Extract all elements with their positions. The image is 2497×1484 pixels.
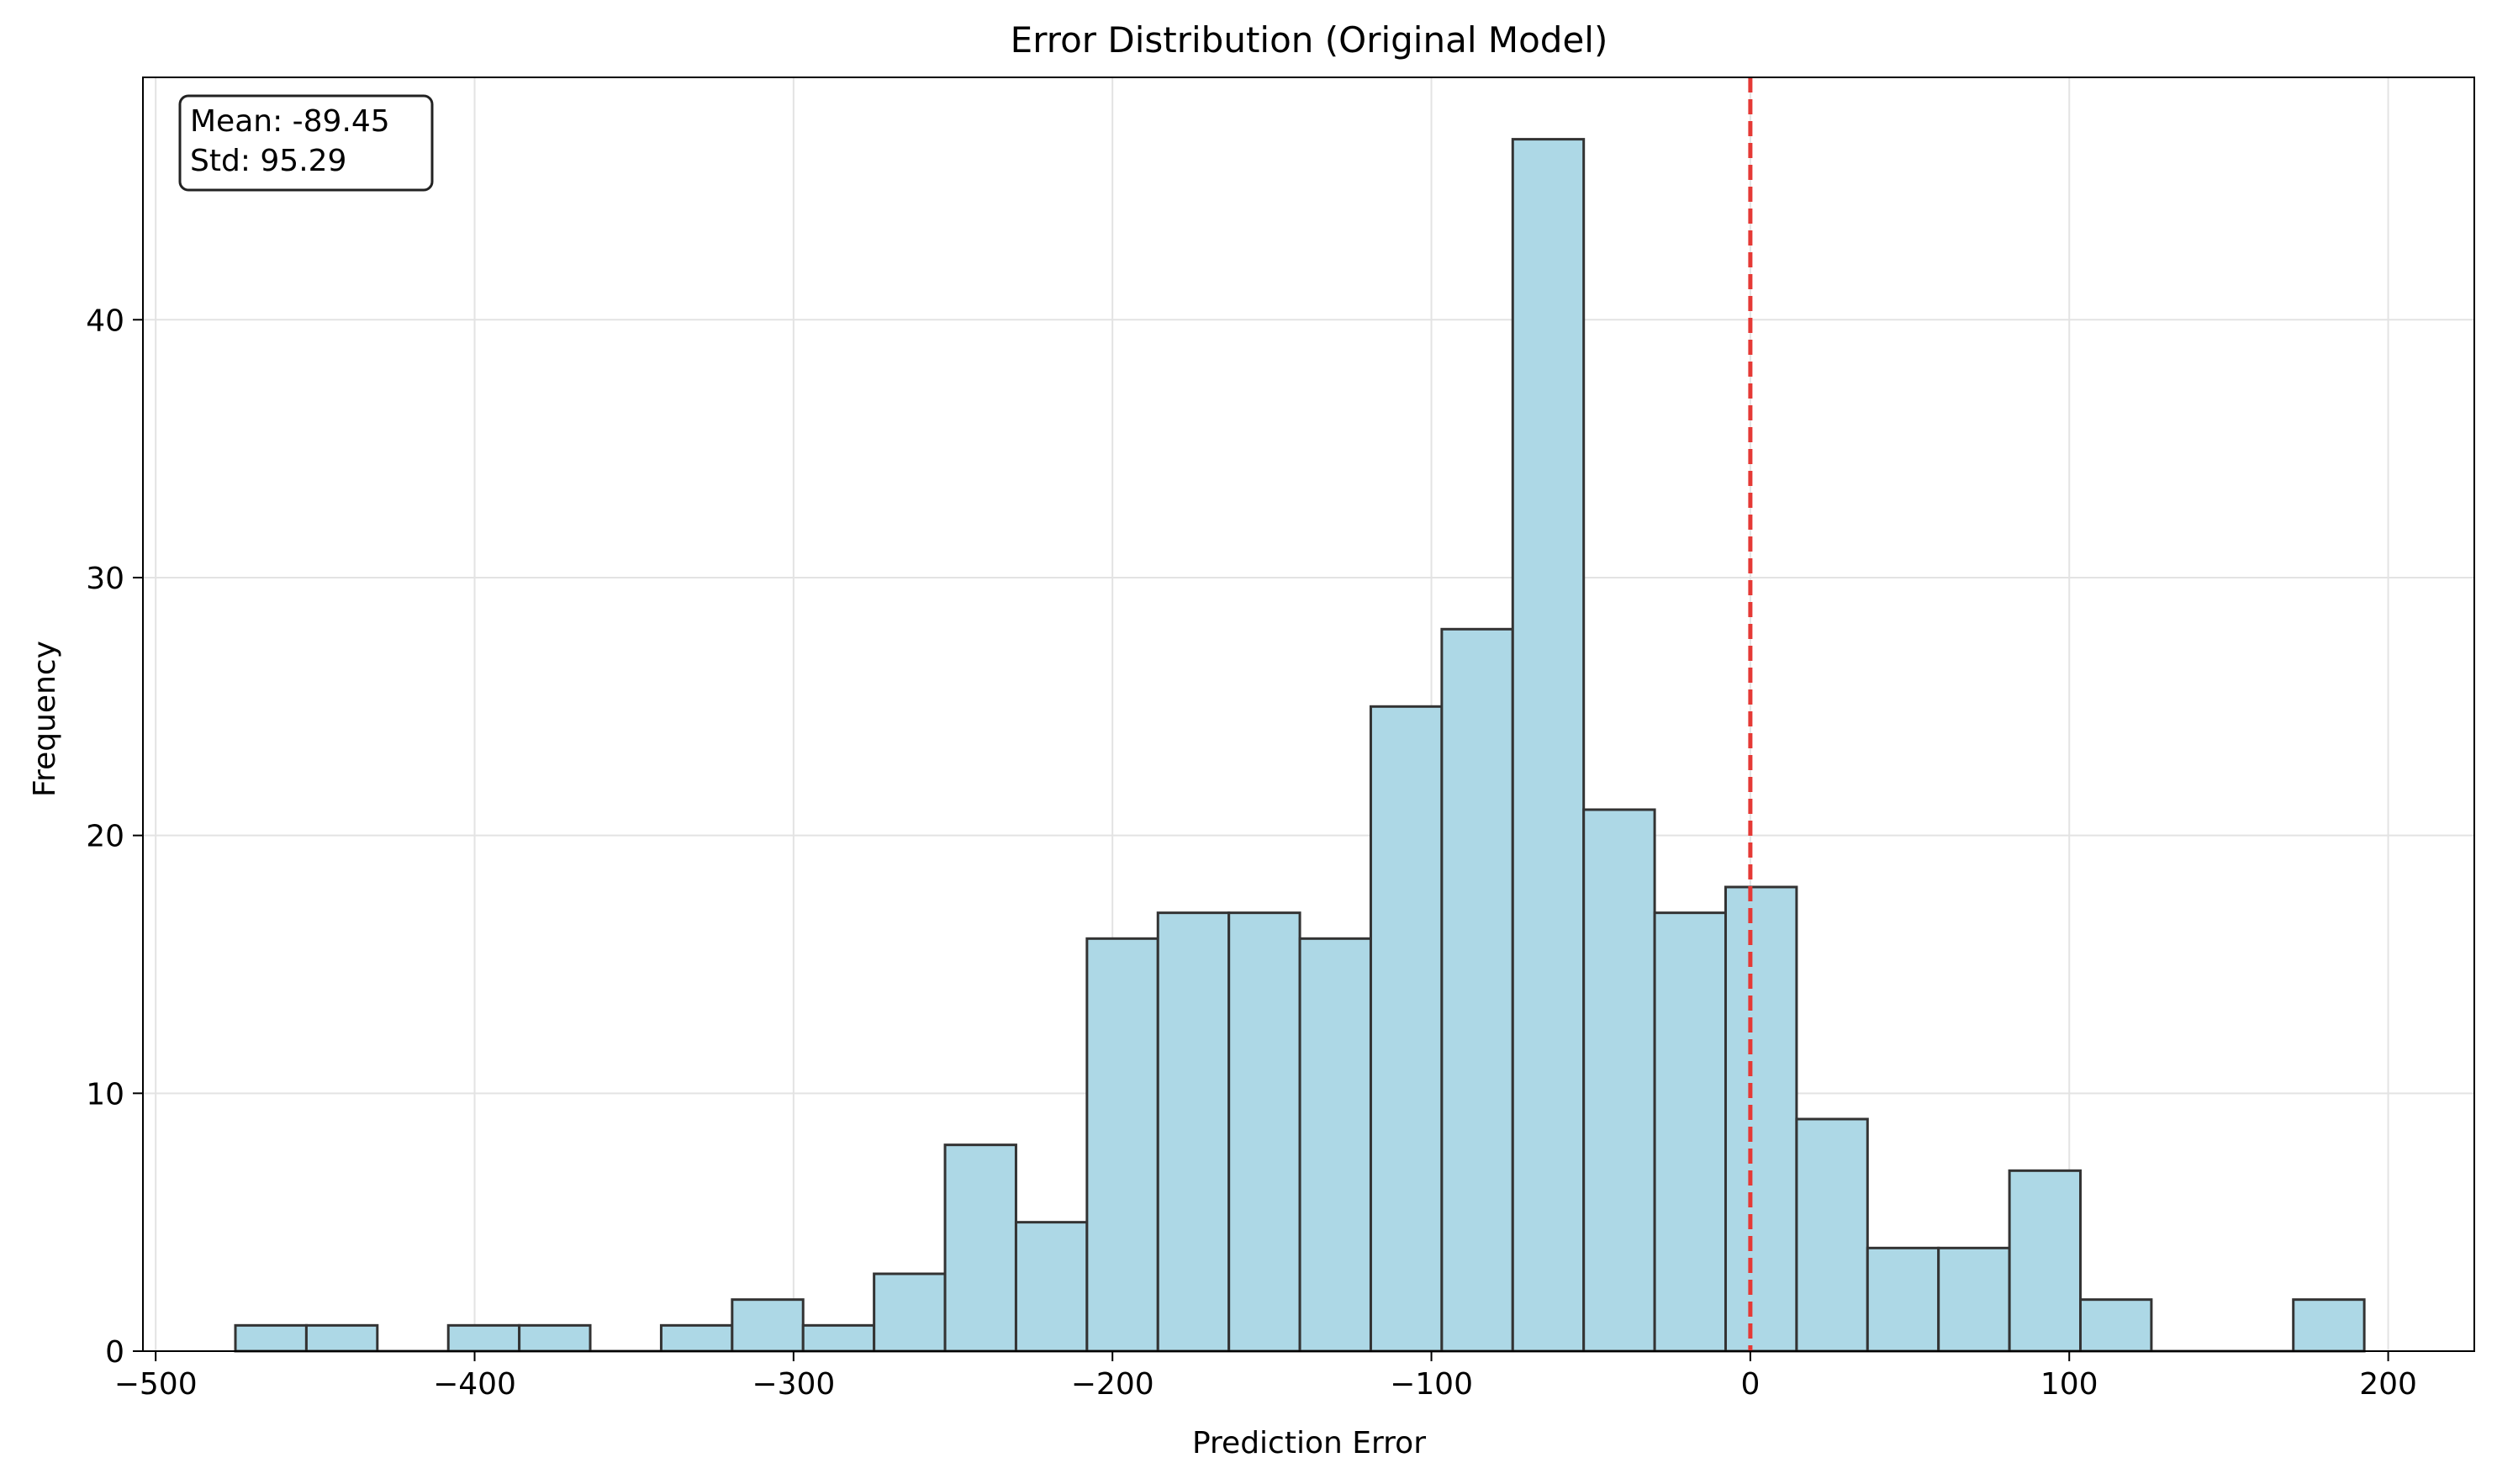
x-axis-label: Prediction Error bbox=[1192, 1426, 1426, 1460]
histogram-bar-24 bbox=[1937, 1246, 2011, 1353]
stats-mean-text: Mean: -89.45 bbox=[190, 104, 390, 139]
histogram-bar-18 bbox=[1511, 138, 1586, 1353]
histogram-bar-12 bbox=[1085, 937, 1159, 1353]
histogram-bar-4 bbox=[518, 1323, 592, 1353]
histogram-bar-9 bbox=[873, 1272, 947, 1353]
histogram-bars bbox=[234, 138, 2366, 1353]
chart-title: Error Distribution (Original Model) bbox=[1011, 19, 1608, 61]
histogram-bar-3 bbox=[446, 1323, 521, 1353]
x-tick-label-5: 0 bbox=[1740, 1367, 1760, 1402]
histogram-bar-23 bbox=[1866, 1246, 1940, 1353]
x-tick-label-1: −400 bbox=[433, 1367, 516, 1402]
histogram-bar-16 bbox=[1369, 705, 1444, 1353]
stats-annotation: Mean: -89.45 Std: 95.29 bbox=[178, 94, 434, 192]
histogram-bar-22 bbox=[1795, 1117, 1869, 1353]
histogram-bar-29 bbox=[2292, 1298, 2366, 1353]
histogram-bar-1 bbox=[304, 1323, 379, 1353]
stats-annotation-box bbox=[178, 94, 434, 192]
x-tick-label-0: −500 bbox=[114, 1367, 198, 1402]
y-tick-label-1: 10 bbox=[86, 1077, 124, 1112]
histogram-bar-10 bbox=[943, 1143, 1017, 1353]
histogram-bar-11 bbox=[1014, 1221, 1089, 1353]
x-tick-label-7: 200 bbox=[2359, 1367, 2417, 1402]
x-tick-label-2: −300 bbox=[752, 1367, 835, 1402]
histogram-bar-21 bbox=[1724, 885, 1798, 1353]
histogram-bar-15 bbox=[1298, 937, 1372, 1353]
x-tick-label-3: −200 bbox=[1071, 1367, 1154, 1402]
y-tick-label-4: 40 bbox=[86, 304, 124, 338]
histogram-bar-19 bbox=[1582, 808, 1656, 1353]
stats-std-text: Std: 95.29 bbox=[190, 144, 346, 178]
y-axis-label: Frequency bbox=[28, 641, 62, 797]
y-tick-label-3: 30 bbox=[86, 562, 124, 596]
histogram-bar-14 bbox=[1227, 911, 1301, 1353]
y-tick-label-0: 0 bbox=[105, 1335, 124, 1370]
histogram-bar-6 bbox=[659, 1323, 734, 1353]
histogram-bar-25 bbox=[2008, 1169, 2083, 1353]
x-tick-label-4: −100 bbox=[1390, 1367, 1473, 1402]
histogram-bar-0 bbox=[234, 1323, 308, 1353]
histogram-bar-26 bbox=[2079, 1298, 2153, 1353]
histogram-bar-13 bbox=[1156, 911, 1231, 1353]
x-tick-label-6: 100 bbox=[2040, 1367, 2098, 1402]
plot-frame bbox=[142, 77, 2475, 1352]
histogram-bar-7 bbox=[731, 1298, 805, 1353]
axis-ticks: −500 −400 −300 −200 −100 0 100 200 0 10 20 30 40 bbox=[86, 304, 2417, 1402]
y-tick-label-2: 20 bbox=[86, 820, 124, 854]
histogram-bar-17 bbox=[1440, 627, 1514, 1353]
histogram-bar-8 bbox=[801, 1323, 876, 1353]
histogram-bar-20 bbox=[1653, 911, 1727, 1353]
